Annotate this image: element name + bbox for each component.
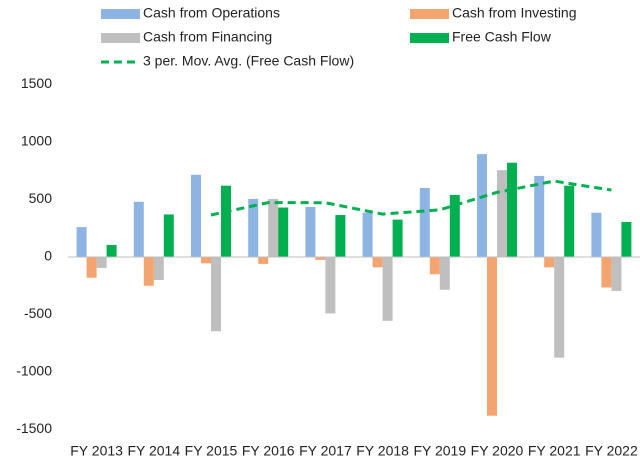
legend-swatch [101,9,140,19]
x-tick-label: FY 2019 [413,443,466,459]
bar [221,185,231,257]
bar [601,257,612,288]
bar [153,257,164,280]
moving-average-line [210,179,612,217]
bar [106,244,117,257]
bar [507,162,517,257]
x-tick-label: FY 2016 [242,443,295,459]
y-tick-label: 500 [29,190,53,206]
x-tick-label: FY 2013 [70,443,123,459]
legend-label: Cash from Financing [143,29,272,45]
x-tick-label: FY 2018 [356,443,409,459]
bar [429,257,440,275]
bar [96,257,107,268]
bar [554,257,565,358]
bar [191,174,201,257]
x-tick-label: FY 2021 [528,443,581,459]
bar [163,214,174,257]
bar [392,219,403,257]
bar [497,170,507,257]
bar [449,194,460,257]
y-tick-label: -500 [24,305,52,321]
legend-label: Cash from Operations [143,5,280,21]
bar [439,257,450,290]
bar [419,188,430,257]
legend-swatch [410,9,449,19]
bar [372,257,383,268]
bar [591,212,602,257]
bar [268,198,279,257]
y-tick-label: 0 [44,248,52,264]
bar [477,154,487,257]
bar [534,175,545,257]
bar [487,257,497,416]
y-tick-label: 1500 [21,75,52,91]
legend-swatch [410,33,449,43]
bar [211,257,221,332]
x-tick-label: FY 2015 [185,443,238,459]
bar [133,201,144,257]
bar [382,257,393,321]
bar [325,257,336,314]
bar [86,257,97,278]
legend-label: 3 per. Mov. Avg. (Free Cash Flow) [143,53,354,69]
y-tick-label: -1500 [16,420,52,436]
bar [278,207,289,257]
bar [201,257,211,264]
y-tick-label: 1000 [21,133,52,149]
bar [305,206,316,257]
bar [621,221,632,257]
x-tick-label: FY 2014 [127,443,180,459]
bar [76,227,87,257]
bar [564,185,575,257]
x-tick-label: FY 2020 [471,443,524,459]
legend-swatch [101,33,140,43]
bar [258,257,269,264]
legend-label: Cash from Investing [452,5,577,21]
x-tick-label: FY 2022 [585,443,638,459]
bar [611,257,622,291]
bar [544,257,555,268]
bar [143,257,154,286]
x-tick-label: FY 2017 [299,443,352,459]
bar [362,212,373,257]
bar [315,257,326,260]
bar [248,198,259,257]
bar [335,215,346,257]
legend-label: Free Cash Flow [452,29,552,45]
y-tick-label: -1000 [16,363,52,379]
